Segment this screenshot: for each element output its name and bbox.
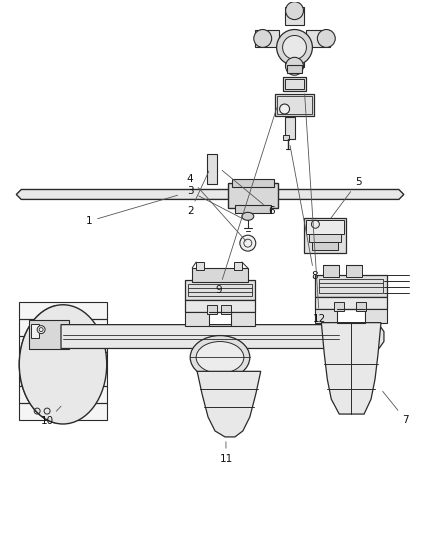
Bar: [221, 305, 231, 314]
Ellipse shape: [196, 342, 244, 373]
Bar: [235, 205, 271, 213]
Polygon shape: [339, 325, 359, 349]
Bar: [228, 182, 278, 208]
Bar: [285, 47, 304, 67]
Bar: [185, 280, 255, 300]
Bar: [185, 300, 255, 312]
Bar: [19, 352, 107, 369]
Bar: [255, 29, 279, 47]
Text: 7: 7: [383, 391, 409, 425]
Ellipse shape: [318, 29, 335, 47]
Bar: [319, 279, 383, 293]
Text: 4: 4: [187, 174, 246, 241]
Bar: [283, 77, 307, 91]
Text: 1: 1: [85, 195, 177, 227]
Bar: [315, 297, 387, 309]
Bar: [275, 94, 314, 116]
Bar: [307, 29, 330, 47]
Bar: [312, 242, 338, 250]
Ellipse shape: [254, 29, 272, 47]
Bar: [334, 302, 344, 311]
Bar: [285, 6, 304, 25]
Bar: [19, 302, 107, 421]
Bar: [29, 320, 69, 350]
Ellipse shape: [286, 2, 304, 20]
Bar: [232, 179, 274, 187]
Ellipse shape: [286, 58, 304, 75]
Ellipse shape: [37, 326, 45, 334]
Bar: [234, 262, 242, 270]
Bar: [286, 65, 303, 73]
Bar: [283, 135, 289, 140]
Ellipse shape: [279, 104, 290, 114]
Ellipse shape: [19, 305, 107, 424]
Bar: [231, 312, 255, 326]
Bar: [285, 79, 304, 89]
Text: 9: 9: [215, 108, 277, 295]
Bar: [307, 220, 344, 234]
Bar: [285, 117, 294, 139]
Bar: [277, 96, 312, 114]
Bar: [196, 262, 204, 270]
Polygon shape: [61, 325, 384, 349]
Text: 5: 5: [331, 176, 361, 218]
Bar: [188, 284, 252, 296]
Bar: [185, 312, 209, 326]
Text: 8: 8: [290, 146, 318, 281]
Bar: [207, 305, 217, 314]
Ellipse shape: [190, 336, 250, 379]
Ellipse shape: [240, 235, 256, 251]
Ellipse shape: [242, 212, 254, 220]
Polygon shape: [16, 190, 235, 199]
Text: 12: 12: [305, 94, 326, 324]
Text: 10: 10: [41, 406, 61, 426]
Bar: [323, 265, 339, 277]
Bar: [346, 265, 362, 277]
Bar: [19, 369, 107, 386]
Bar: [19, 302, 107, 319]
Bar: [19, 319, 107, 336]
Polygon shape: [197, 372, 261, 437]
Ellipse shape: [283, 36, 307, 59]
Bar: [309, 234, 341, 242]
Bar: [19, 403, 107, 420]
Text: 11: 11: [219, 442, 233, 464]
Bar: [207, 154, 217, 183]
Bar: [315, 275, 387, 297]
Bar: [365, 309, 387, 322]
Polygon shape: [321, 322, 381, 414]
Bar: [304, 219, 346, 253]
Polygon shape: [235, 190, 404, 199]
Bar: [19, 386, 107, 403]
Ellipse shape: [277, 29, 312, 65]
Bar: [192, 268, 248, 282]
Text: 2: 2: [187, 171, 209, 216]
Text: 6: 6: [222, 171, 275, 216]
Bar: [356, 302, 366, 311]
Bar: [31, 324, 39, 337]
Bar: [19, 336, 107, 352]
Text: 3: 3: [187, 187, 244, 219]
Bar: [315, 309, 337, 322]
